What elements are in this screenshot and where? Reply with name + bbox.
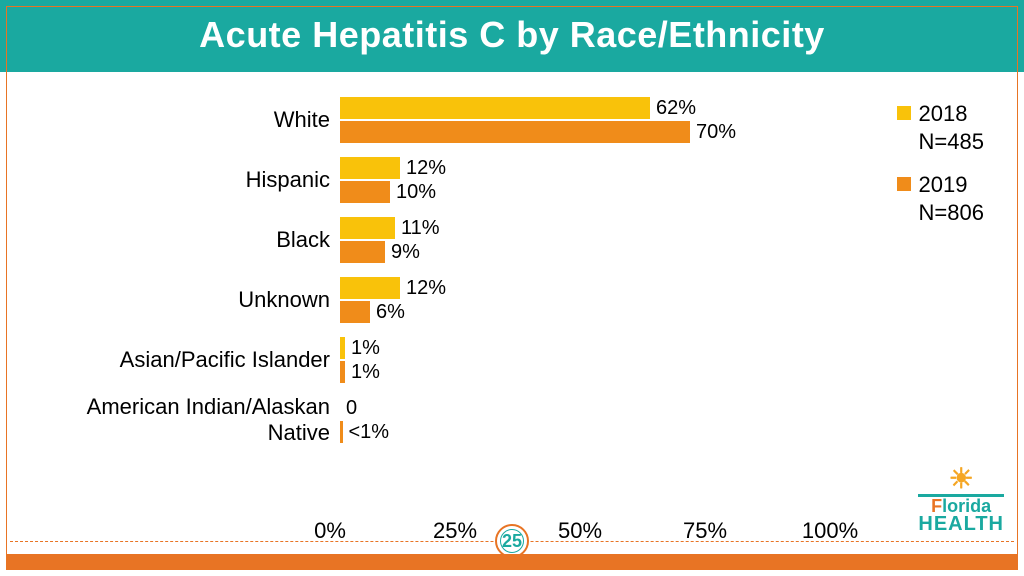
florida-health-logo: ☀ Florida HEALTH — [918, 466, 1004, 534]
bar — [340, 361, 345, 383]
category-label: Black — [20, 227, 340, 253]
bar — [340, 97, 650, 119]
category-label: American Indian/Alaskan Native — [20, 394, 340, 446]
category-label: Unknown — [20, 287, 340, 313]
bar — [340, 217, 395, 239]
bar — [340, 181, 390, 203]
chart-row: Black 11%9% — [20, 210, 1004, 270]
chart-row: Unknown 12%6% — [20, 270, 1004, 330]
x-axis: 0%25%50%75%100% — [330, 518, 864, 548]
page-number: 25 — [495, 524, 529, 558]
legend-year: 2019 — [919, 171, 984, 199]
value-label: 10% — [396, 181, 436, 204]
value-label: 0 — [346, 397, 357, 420]
value-label: 12% — [406, 157, 446, 180]
bar — [340, 241, 385, 263]
sun-icon: ☀ — [918, 466, 1004, 493]
bar — [340, 301, 370, 323]
chart-row: Hispanic 12%10% — [20, 150, 1004, 210]
value-label: 11% — [401, 217, 440, 240]
chart-row: Asian/Pacific Islander 1%1% — [20, 330, 1004, 390]
legend-item-2019: 2019 N=806 — [897, 171, 984, 226]
category-label: Hispanic — [20, 167, 340, 193]
value-label: 70% — [696, 121, 736, 144]
chart-row: American Indian/Alaskan Native 0<1% — [20, 390, 1004, 450]
bar — [340, 121, 690, 143]
footer-bar — [6, 554, 1018, 570]
category-label: White — [20, 107, 340, 133]
bar — [340, 277, 400, 299]
bar — [340, 157, 400, 179]
legend-item-2018: 2018 N=485 — [897, 100, 984, 155]
value-label: 6% — [376, 301, 405, 324]
legend-n: N=485 — [919, 128, 984, 156]
bar-chart: White62%70%Hispanic12%10%Black11%9%Unkno… — [20, 90, 1004, 516]
value-label: 1% — [351, 337, 380, 360]
legend: 2018 N=485 2019 N=806 — [897, 100, 984, 242]
chart-row: White 62%70% — [20, 90, 1004, 150]
legend-n: N=806 — [919, 199, 984, 227]
value-label: 9% — [391, 241, 420, 264]
legend-year: 2018 — [919, 100, 984, 128]
value-label: 12% — [406, 277, 446, 300]
legend-swatch — [897, 177, 911, 191]
legend-swatch — [897, 106, 911, 120]
value-label: 62% — [656, 97, 696, 120]
value-label: <1% — [349, 421, 390, 444]
category-label: Asian/Pacific Islander — [20, 347, 340, 373]
bar — [340, 337, 345, 359]
value-label: 1% — [351, 361, 380, 384]
bar — [340, 421, 343, 443]
